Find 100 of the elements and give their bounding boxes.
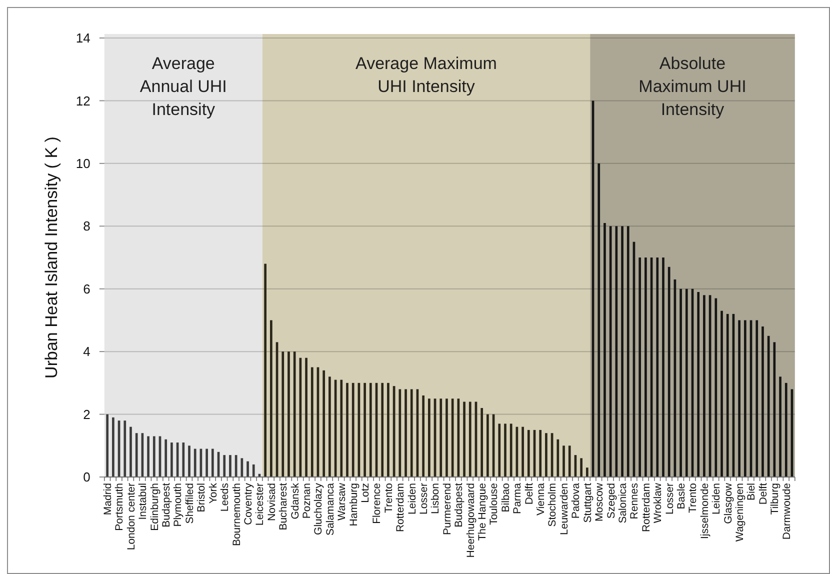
bar	[211, 448, 214, 477]
bar	[422, 395, 424, 477]
bar	[410, 389, 413, 477]
bar	[229, 455, 232, 477]
bar	[246, 461, 249, 477]
x-tick-label: Leiden	[710, 482, 723, 515]
bar	[626, 226, 630, 477]
x-tick-label: Bournemouth	[230, 482, 243, 546]
y-tick-label: 12	[76, 93, 90, 108]
x-tick-label: Padova	[570, 482, 582, 519]
x-tick-label: Delft	[757, 482, 770, 505]
bar	[428, 398, 430, 477]
bar	[486, 414, 489, 477]
x-tick-label: Basle	[675, 482, 688, 510]
bar	[604, 223, 606, 477]
bar	[568, 446, 571, 477]
x-tick-label: Gdansk	[289, 482, 302, 520]
bar	[322, 370, 326, 477]
bar	[586, 468, 588, 477]
bar	[130, 426, 132, 477]
x-tick-label: Trento	[382, 482, 395, 513]
bar	[293, 352, 296, 477]
bar	[545, 433, 548, 477]
bar	[556, 439, 560, 477]
x-tick-label: York	[207, 482, 220, 504]
x-tick-label: Toulouse	[488, 482, 500, 526]
x-tick-label: Salamanca	[324, 482, 336, 536]
y-tick-label: 10	[76, 156, 90, 171]
bar	[504, 424, 506, 477]
bar	[463, 402, 466, 477]
bar	[726, 314, 729, 477]
x-tick-label: Parma	[512, 482, 524, 514]
bar	[252, 464, 255, 477]
bar	[352, 382, 354, 477]
bar	[468, 402, 472, 477]
bar	[381, 382, 384, 477]
bar	[480, 408, 484, 477]
y-axis-title: Urban Heat Island Intensity ( K )	[42, 136, 61, 378]
x-tick-label: Vienna	[535, 482, 548, 516]
x-tick-label: Edinburgh	[148, 482, 161, 531]
bar	[310, 367, 314, 477]
x-tick-label: Rotterdam	[394, 482, 407, 532]
bar	[703, 295, 706, 477]
x-tick-label: Portsmuth	[114, 482, 126, 531]
bar	[598, 163, 600, 477]
bar	[305, 358, 308, 477]
x-tick-label: Heerhugowaard	[464, 482, 477, 558]
x-tick-label: Trento	[687, 482, 700, 513]
x-tick-label: Wroklaw	[652, 482, 664, 524]
bar	[510, 424, 512, 477]
x-tick-label: Ijsselmonde	[698, 482, 711, 540]
x-tick-label: Glasgow	[722, 482, 734, 524]
x-tick-label: Leicester	[254, 482, 266, 526]
x-tick-label: Hamburg	[348, 482, 360, 526]
bar	[685, 288, 688, 477]
x-tick-label: Lisbon	[430, 482, 442, 514]
bar	[656, 258, 659, 477]
x-tick-label: Rotterdam	[640, 482, 652, 532]
bar	[638, 258, 641, 477]
bar	[124, 420, 126, 477]
x-tick-label: Bristol	[196, 483, 208, 512]
bar	[188, 446, 190, 477]
bar	[562, 446, 565, 477]
bar	[621, 226, 624, 477]
bar	[346, 382, 348, 477]
bar	[784, 382, 788, 477]
bar	[194, 448, 196, 477]
x-tick-label: Poznan	[300, 482, 313, 519]
bar	[240, 458, 244, 477]
bar	[264, 264, 266, 477]
x-tick-label: Instabul	[137, 483, 150, 520]
x-tick-label: London center	[125, 482, 138, 550]
bar	[738, 320, 740, 477]
x-tick-label: Delft	[523, 482, 536, 505]
x-tick-label: Lotz	[359, 483, 372, 503]
bar	[498, 424, 501, 477]
annotation: Average Maximum UHI Intensity	[356, 54, 497, 96]
x-tick-label: Moscow	[594, 482, 606, 522]
y-tick-label: 4	[83, 344, 90, 360]
x-tick-label: Leiden	[406, 482, 418, 515]
bar	[147, 436, 150, 477]
x-tick-label: Rennes	[628, 483, 641, 520]
x-tick-label: Szeged	[605, 482, 618, 519]
bar	[282, 352, 284, 477]
y-tick-label: 2	[83, 406, 90, 422]
bar	[152, 436, 156, 477]
bar	[135, 433, 138, 477]
bar	[644, 258, 647, 477]
x-tick-label: Novisad	[266, 482, 278, 521]
bar	[404, 389, 407, 477]
x-tick-label: Warsaw	[336, 482, 348, 521]
bar	[668, 266, 670, 477]
x-tick-label: Purmerend	[441, 482, 454, 535]
bar	[369, 382, 372, 477]
x-tick-label: Budapest	[453, 482, 466, 528]
x-tick-label: Tilburg	[769, 482, 782, 515]
x-tick-label: Leeds	[219, 483, 232, 512]
bar	[539, 430, 542, 477]
bar	[446, 398, 448, 477]
bar	[106, 414, 108, 477]
